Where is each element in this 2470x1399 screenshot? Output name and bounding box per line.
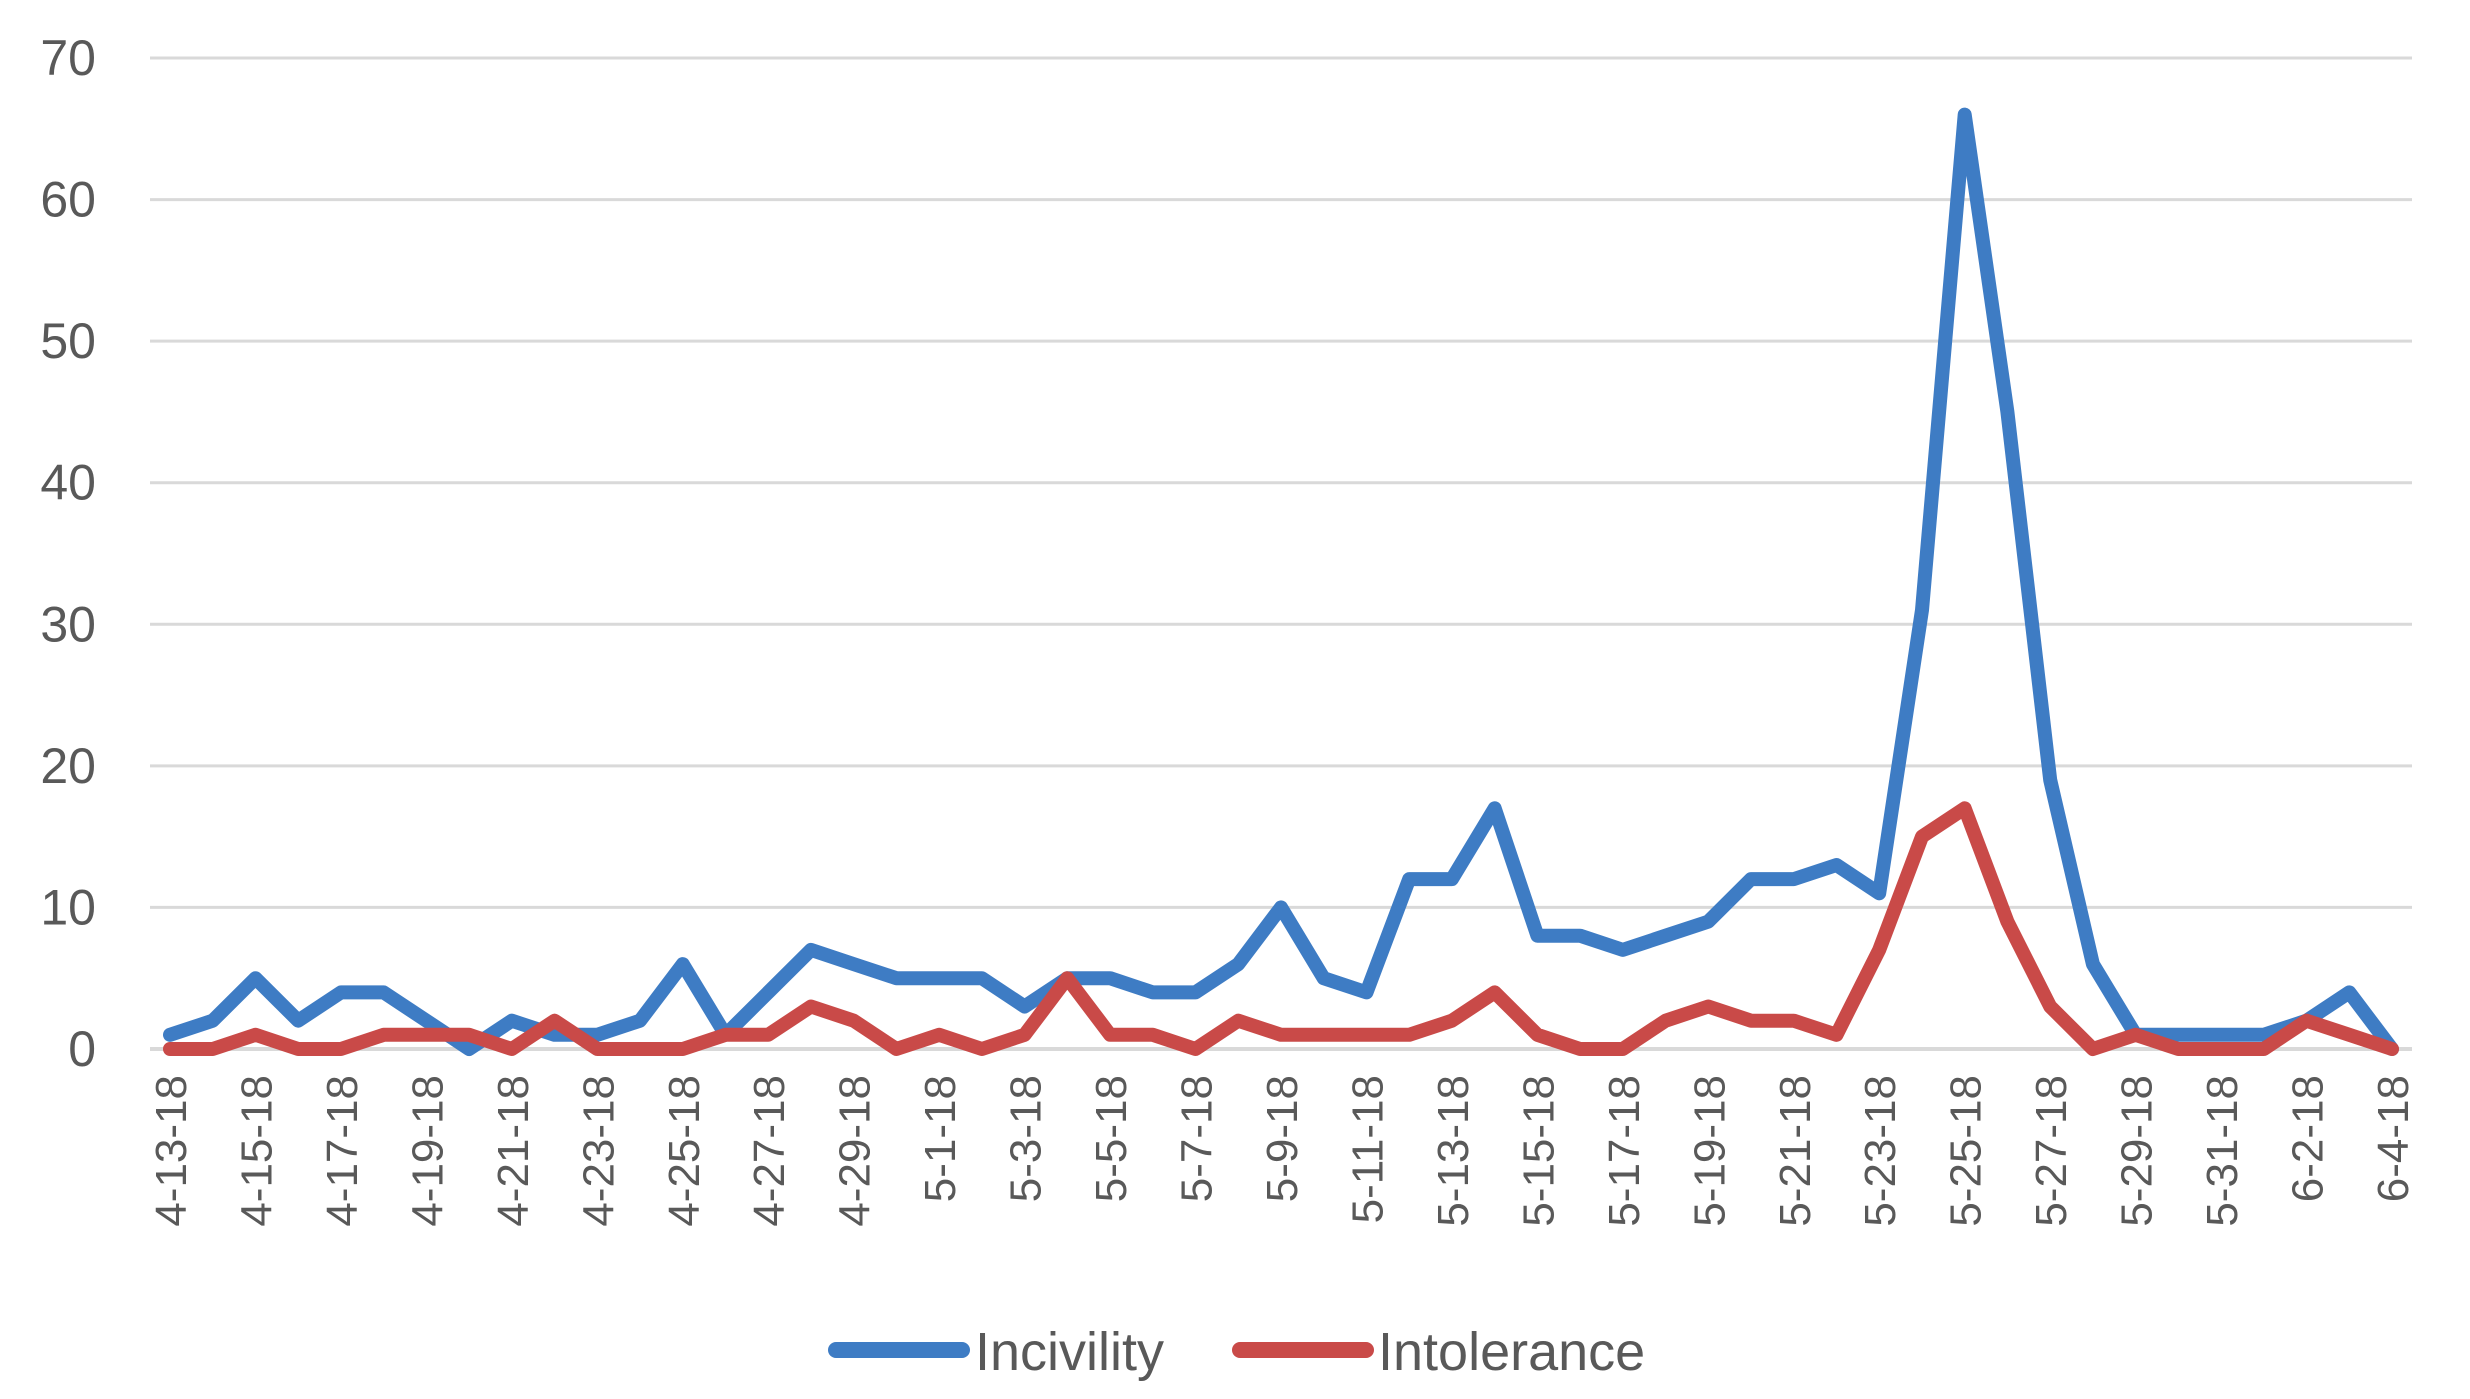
x-tick-label: 5-1-18 xyxy=(916,1075,965,1202)
x-tick-label: 5-31-18 xyxy=(2198,1075,2247,1227)
x-tick-label: 6-2-18 xyxy=(2284,1075,2333,1202)
x-tick-label: 5-13-18 xyxy=(1429,1075,1478,1227)
y-tick-label: 20 xyxy=(40,738,96,794)
x-tick-label: 4-21-18 xyxy=(489,1075,538,1227)
x-tick-label: 5-19-18 xyxy=(1685,1075,1734,1227)
x-tick-label: 4-25-18 xyxy=(660,1075,709,1227)
x-tick-label: 5-27-18 xyxy=(2027,1075,2076,1227)
y-tick-label: 0 xyxy=(68,1021,96,1077)
series-line-intolerance xyxy=(163,801,2399,1056)
x-axis-ticks: 4-13-18 4-15-18 4-17-18 4-19-18 4-21-18 4-23-… xyxy=(147,1075,2418,1227)
x-tick-label: 5-3-18 xyxy=(1002,1075,1051,1202)
x-tick-label: 5-7-18 xyxy=(1173,1075,1222,1202)
legend-label-intolerance: Intolerance xyxy=(1378,1322,1645,1382)
y-tick-label: 70 xyxy=(40,30,96,86)
legend-label-incivility: Incivility xyxy=(975,1322,1164,1382)
x-tick-label: 5-15-18 xyxy=(1514,1075,1563,1227)
y-tick-label: 60 xyxy=(40,172,96,228)
x-tick-label: 4-19-18 xyxy=(403,1075,452,1227)
x-tick-label: 5-29-18 xyxy=(2113,1075,2162,1227)
x-tick-label: 4-23-18 xyxy=(574,1075,623,1227)
x-tick-label: 5-9-18 xyxy=(1258,1075,1307,1202)
x-tick-label: 5-25-18 xyxy=(1942,1075,1991,1227)
x-tick-label: 4-17-18 xyxy=(318,1075,367,1227)
x-tick-label: 5-21-18 xyxy=(1771,1075,1820,1227)
y-axis-ticks: 0 10 20 30 40 50 60 70 xyxy=(40,30,96,1077)
x-tick-label: 5-5-18 xyxy=(1087,1075,1136,1202)
x-tick-label: 4-29-18 xyxy=(831,1075,880,1227)
series-lines xyxy=(163,107,2399,1056)
x-tick-label: 5-11-18 xyxy=(1343,1075,1392,1223)
x-tick-label: 6-4-18 xyxy=(2369,1075,2418,1202)
x-tick-label: 4-13-18 xyxy=(147,1075,196,1227)
x-tick-label: 5-23-18 xyxy=(1856,1075,1905,1227)
y-tick-label: 10 xyxy=(40,879,96,935)
y-tick-label: 30 xyxy=(40,596,96,652)
y-tick-label: 50 xyxy=(40,313,96,369)
gridlines xyxy=(150,56,2412,1051)
x-tick-label: 5-17-18 xyxy=(1600,1075,1649,1227)
legend: Incivility Intolerance xyxy=(828,1322,1645,1382)
y-tick-label: 40 xyxy=(40,455,96,511)
x-tick-label: 4-27-18 xyxy=(745,1075,794,1227)
x-tick-label: 4-15-18 xyxy=(232,1075,281,1227)
